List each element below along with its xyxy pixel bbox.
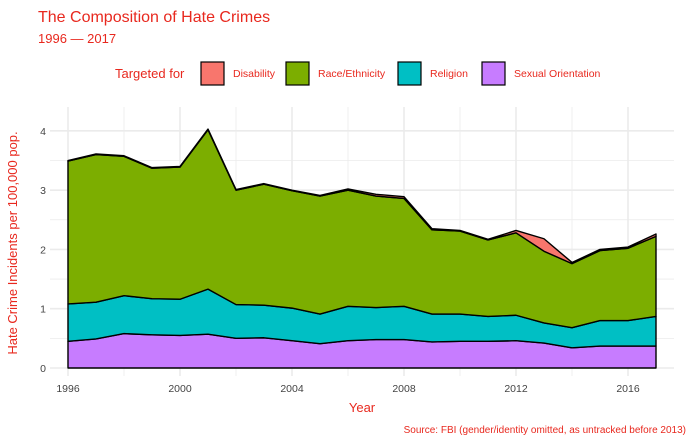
chart-caption: Source: FBI (gender/identity omitted, as…: [404, 425, 686, 436]
legend-label-disability: Disability: [233, 68, 276, 80]
y-axis-ticks: 0 1 2 3 4: [40, 126, 46, 375]
x-tick-label: 2004: [280, 383, 304, 395]
x-tick-label: 2016: [616, 383, 640, 395]
x-tick-label: 2012: [504, 383, 528, 395]
legend-label-sexual-orientation: Sexual Orientation: [514, 68, 601, 80]
area-race-ethnicity: [67, 128, 657, 329]
area-layers: [67, 128, 657, 369]
chart-title: The Composition of Hate Crimes: [38, 9, 270, 26]
legend-key-disability: [200, 61, 225, 86]
y-axis-label: Hate Crime Incidents per 100,000 pop.: [5, 131, 20, 354]
legend: Disability Race/Ethnicity Religion Sexual O…: [200, 61, 601, 86]
legend-key-sexual-orientation: [481, 61, 506, 86]
y-tick-label: 3: [40, 185, 46, 197]
x-axis-ticks: 1996 2000 2004 2008 2012 2016: [56, 383, 640, 395]
x-tick-label: 1996: [56, 383, 80, 395]
y-tick-label: 0: [40, 363, 46, 375]
y-tick-label: 1: [40, 304, 46, 316]
y-tick-label: 4: [40, 126, 46, 138]
x-tick-label: 2008: [392, 383, 416, 395]
legend-label-race-ethnicity: Race/Ethnicity: [318, 68, 386, 80]
legend-label-religion: Religion: [430, 68, 468, 80]
area-disability: [67, 128, 657, 265]
x-axis-label: Year: [349, 400, 376, 415]
chart-subtitle: 1996 — 2017: [38, 31, 116, 46]
x-tick-label: 2000: [168, 383, 192, 395]
legend-title: Targeted for: [115, 66, 185, 81]
y-tick-label: 2: [40, 244, 46, 256]
legend-key-religion: [397, 61, 422, 86]
legend-key-race-ethnicity: [285, 61, 310, 86]
